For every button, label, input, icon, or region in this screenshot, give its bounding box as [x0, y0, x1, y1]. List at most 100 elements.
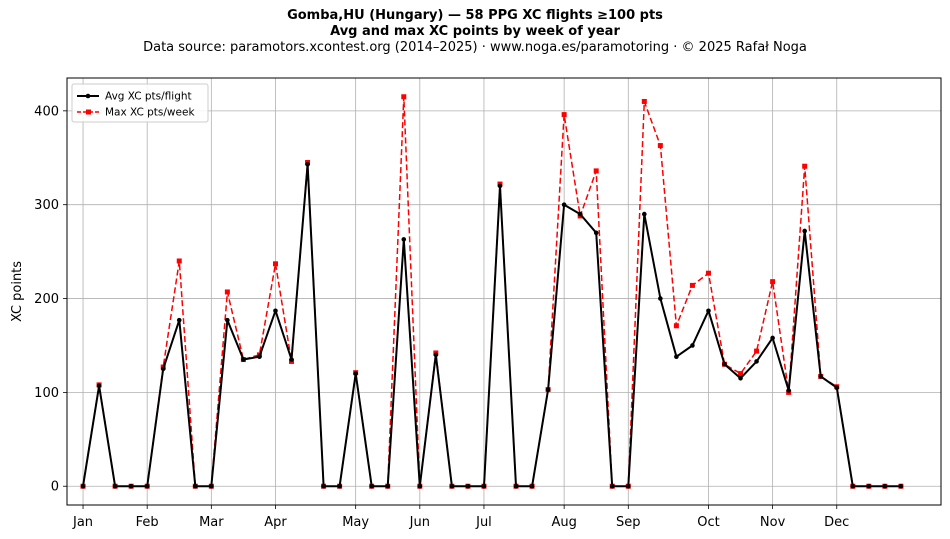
avg-point — [561, 202, 567, 207]
x-tick-label: Oct — [697, 515, 719, 530]
avg-point — [273, 308, 278, 314]
legend-max-label: Max XC pts/week — [105, 107, 195, 119]
avg-point — [497, 183, 503, 189]
avg-point — [369, 483, 374, 489]
avg-point — [176, 317, 182, 323]
axes-frame — [66, 77, 942, 506]
avg-point — [225, 317, 230, 323]
max-point — [657, 143, 663, 149]
avg-point — [209, 483, 214, 489]
x-tick-label: Feb — [136, 515, 159, 530]
avg-point — [321, 483, 326, 489]
grid-layer — [67, 78, 941, 505]
avg-point — [241, 357, 246, 362]
max-point — [401, 94, 407, 100]
avg-point — [192, 483, 198, 489]
avg-point — [834, 385, 840, 390]
title-block: Gomba,HU (Hungary) — 58 PPG XC flights ≥… — [0, 8, 950, 56]
legend: Avg XC pts/flight Max XC pts/week — [71, 83, 209, 123]
max-point — [754, 348, 760, 354]
series-layer — [80, 94, 904, 489]
avg-point — [144, 483, 150, 489]
avg-point — [545, 387, 551, 392]
max-point — [176, 258, 182, 264]
avg-point — [706, 308, 711, 314]
y-tick-label: 100 — [34, 386, 59, 401]
avg-point — [417, 483, 423, 489]
avg-point — [802, 228, 807, 234]
chart-subtitle: Avg and max XC points by week of year — [330, 24, 620, 39]
avg-point — [642, 211, 647, 217]
y-tick-label: 300 — [34, 198, 59, 213]
x-tick-label: Dec — [824, 515, 849, 530]
avg-point — [257, 354, 262, 360]
avg-point — [337, 483, 342, 489]
avg-point — [818, 374, 824, 379]
avg-point — [128, 483, 134, 489]
avg-point — [658, 296, 663, 301]
x-tick-label: May — [342, 515, 369, 530]
avg-point — [96, 383, 102, 389]
avg-point — [112, 483, 118, 489]
avg-point — [738, 376, 743, 381]
avg-point — [481, 483, 487, 489]
y-tick-label: 0 — [51, 480, 59, 495]
max-point — [641, 98, 647, 104]
avg-point — [770, 335, 775, 341]
x-tick-label: Nov — [760, 515, 786, 530]
max-point — [593, 168, 599, 174]
x-tick-label: Jul — [475, 515, 492, 530]
legend-avg-marker — [85, 93, 91, 99]
max-point — [224, 289, 230, 295]
max-point — [802, 163, 808, 169]
y-axis-label: XC points — [10, 261, 25, 322]
avg-point — [850, 483, 856, 489]
y-tick-label: 400 — [34, 104, 59, 119]
avg-point — [433, 352, 439, 358]
avg-point — [529, 483, 535, 489]
max-point — [272, 261, 278, 267]
tick-layer: Jan Feb Mar Apr May Jun Jul Aug Sep Oct Nov Dec 0 100… — [34, 104, 849, 530]
x-tick-label: Jun — [409, 515, 430, 530]
avg-point — [80, 483, 86, 489]
avg-point — [690, 343, 695, 348]
y-tick-label: 200 — [34, 292, 59, 307]
avg-series-line — [82, 163, 901, 488]
max-point — [705, 270, 711, 276]
max-point — [689, 282, 695, 288]
avg-point — [449, 483, 455, 489]
avg-point — [625, 483, 631, 489]
avg-point — [305, 162, 310, 167]
avg-point — [401, 237, 407, 242]
avg-point — [593, 230, 599, 236]
avg-point — [882, 483, 888, 489]
x-tick-label: Aug — [551, 515, 576, 530]
avg-point — [385, 483, 391, 489]
avg-point — [465, 483, 471, 489]
x-tick-label: Jan — [72, 515, 93, 530]
avg-point — [786, 388, 791, 393]
legend-box — [71, 83, 209, 123]
legend-max-marker — [86, 109, 91, 115]
x-tick-label: Sep — [616, 515, 641, 530]
chart-title: Gomba,HU (Hungary) — 58 PPG XC flights ≥… — [287, 8, 663, 23]
avg-point — [513, 483, 519, 489]
max-point — [673, 323, 679, 329]
avg-point — [160, 366, 166, 372]
avg-point — [898, 483, 904, 489]
avg-point — [609, 483, 615, 489]
chart-source-line: Data source: paramotors.xcontest.org (20… — [143, 40, 807, 55]
avg-point — [353, 371, 358, 376]
avg-point — [674, 354, 679, 360]
legend-avg-label: Avg XC pts/flight — [105, 91, 192, 103]
avg-point — [722, 361, 727, 367]
avg-point — [754, 359, 759, 364]
max-series-line — [82, 96, 901, 487]
avg-point — [289, 357, 294, 362]
max-point — [738, 371, 744, 377]
max-point — [770, 279, 776, 285]
avg-point — [577, 211, 583, 217]
x-tick-label: Apr — [264, 515, 287, 530]
